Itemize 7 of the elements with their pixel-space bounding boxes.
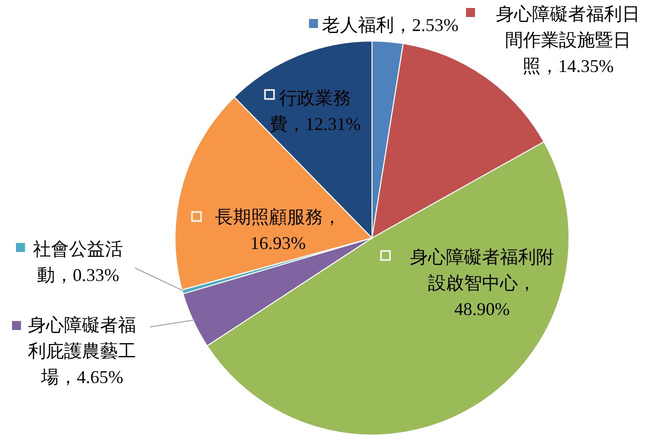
legend-label: 老人福利，2.53% [322,15,458,35]
legend-label: 身心障礙者福利日間作業設施暨日照，14.35% [496,4,640,76]
legend-label: 行政業務費，12.31% [269,88,361,134]
legend-label: 身心障礙者福利庇護農藝工場，4.65% [28,315,136,387]
legend-label: 長期照顧服務，16.93% [215,207,341,253]
legend-label: 身心障礙者福利附設啟智中心，48.90% [410,247,554,319]
legend-label: 社會公益活動，0.33% [33,239,123,285]
